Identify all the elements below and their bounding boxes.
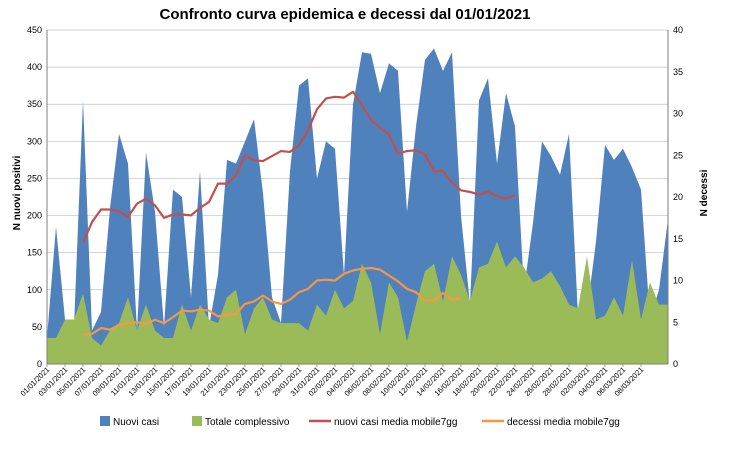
y-tick-label: 0: [37, 359, 42, 369]
y2-tick-label: 30: [673, 109, 683, 119]
legend-label: decessi media mobile7gg: [507, 417, 620, 428]
area-totale-complessivo: [47, 241, 668, 364]
y-tick-label: 400: [27, 62, 42, 72]
legend-swatch: [100, 416, 110, 426]
y-tick-label: 50: [32, 322, 42, 332]
legend: Nuovi casi Totale complessivo nuovi casi m…: [100, 416, 620, 428]
y-tick-label: 200: [27, 211, 42, 221]
legend-label: Totale complessivo: [205, 417, 290, 428]
y-tick-label: 250: [27, 173, 42, 183]
y-axis-title: N nuovi positivi: [12, 156, 23, 231]
legend-swatch: [192, 416, 202, 426]
y2-tick-label: 15: [673, 234, 683, 244]
y2-tick-label: 10: [673, 276, 683, 286]
y-tick-label: 300: [27, 136, 42, 146]
y2-tick-label: 20: [673, 192, 683, 202]
y2-tick-label: 5: [673, 317, 678, 327]
chart-title: Confronto curva epidemica e decessi dal …: [159, 6, 530, 23]
y2-tick-label: 25: [673, 150, 683, 160]
line-nuovi-casi-media-mobile7gg: [81, 90, 516, 244]
y2-tick-label: 35: [673, 67, 683, 77]
y-tick-label: 350: [27, 99, 42, 109]
line-decessi-media-mobile7gg: [82, 266, 462, 336]
y2-tick-label: 40: [673, 25, 683, 35]
y-tick-label: 450: [27, 25, 42, 35]
area-series: [47, 48, 668, 365]
legend-label: nuovi casi media mobile7gg: [334, 417, 457, 428]
y-tick-label: 150: [27, 248, 42, 258]
y2-axis-title: N decessi: [699, 169, 710, 216]
y2-tick-label: 0: [673, 359, 678, 369]
y-tick-label: 100: [27, 285, 42, 295]
line-series: [81, 90, 516, 336]
legend-label: Nuovi casi: [113, 417, 159, 428]
